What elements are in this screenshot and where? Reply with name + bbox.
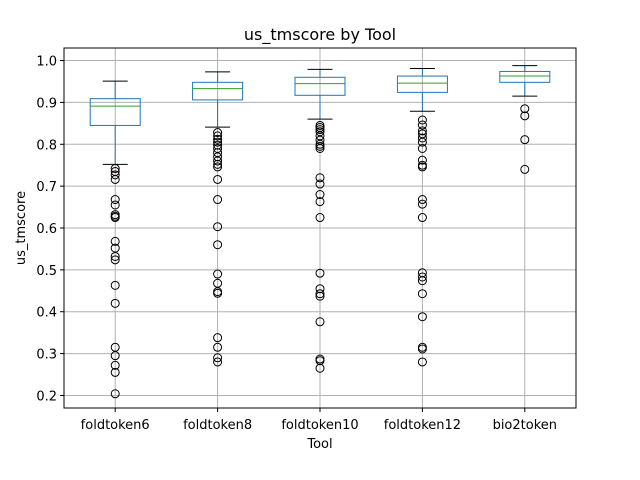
outlier-point [213,131,223,141]
y-tick-label: 0.5 [36,264,57,279]
x-axis-label: Tool [306,437,332,452]
x-tick-label: foldtoken8 [183,418,252,433]
iqr-box [294,76,346,96]
outlier-point [213,269,223,279]
outlier-point [110,213,120,223]
outlier-point [213,174,223,184]
outlier-point [315,139,325,149]
outlier-point [417,199,427,209]
outlier-point [315,143,325,153]
y-tick-label: 0.7 [36,180,57,195]
outlier-point [417,276,427,286]
outlier-point [213,342,223,352]
y-tick-label: 0.2 [36,389,57,404]
outlier-point [110,170,120,180]
outlier-point [315,291,325,301]
outlier-point [110,251,120,261]
outlier-point [213,128,223,138]
y-tick-label: 0.6 [36,222,57,237]
outlier-point [417,289,427,299]
outlier-point [110,367,120,377]
outlier-point [213,195,223,205]
outlier-point [417,126,427,136]
outlier-point [315,141,325,151]
y-tick-label: 1.0 [36,55,57,70]
outlier-point [213,159,223,169]
outlier-point [110,174,120,184]
iqr-box [192,81,244,101]
outlier-point [417,115,427,125]
outlier-point [213,357,223,367]
outlier-point [315,197,325,207]
outlier-point [315,268,325,278]
outlier-point [417,120,427,130]
outlier-point [110,298,120,308]
outlier-point [110,195,120,205]
outlier-point [110,200,120,210]
outlier-point [315,179,325,189]
y-tick-label: 0.3 [36,348,57,363]
outlier-point [213,134,223,144]
outlier-point [417,155,427,165]
outlier-point [417,344,427,354]
outlier-point [417,312,427,322]
x-tick-label: bio2token [493,418,557,433]
outlier-point [110,255,120,265]
box-foldtoken12 [396,68,448,367]
iqr-box [499,70,551,83]
x-tick-label: foldtoken10 [281,418,358,433]
outlier-point [213,333,223,343]
outlier-point [520,104,530,114]
outlier-point [417,133,427,143]
outlier-point [110,280,120,290]
box-foldtoken10 [294,68,346,373]
outlier-point [520,164,530,174]
y-tick-label: 0.8 [36,138,57,153]
y-axis-label: us_tmscore [14,191,29,265]
outlier-point [315,363,325,373]
outlier-point [417,357,427,367]
outlier-point [417,213,427,223]
outlier-point [213,222,223,232]
outlier-point [417,137,427,147]
chart-title: us_tmscore by Tool [244,25,396,45]
outlier-point [213,137,223,147]
outlier-point [110,360,120,370]
tick-layer: 0.2 0.3 0.4 0.5 0.6 0.7 0.8 0.9 1.0 foldtoken6 fol… [36,55,557,433]
outlier-point [417,143,427,153]
outlier-point [315,317,325,327]
outlier-point [110,236,120,246]
iqr-box [89,98,141,126]
x-tick-label: foldtoken12 [384,418,461,433]
outlier-point [213,162,223,172]
y-tick-label: 0.4 [36,306,57,321]
x-tick-label: foldtoken6 [81,418,150,433]
outlier-point [315,120,325,130]
outlier-point [213,240,223,250]
box-layer [89,65,551,399]
outlier-point [417,272,427,282]
outlier-point [315,173,325,183]
outlier-point [213,156,223,166]
outlier-point [213,288,223,298]
outlier-point [520,135,530,145]
box-foldtoken8 [192,71,244,367]
box-foldtoken6 [89,80,141,399]
outlier-point [110,389,120,399]
y-tick-label: 0.9 [36,96,57,111]
outlier-point [213,353,223,363]
outlier-point [315,125,325,135]
outlier-point [520,111,530,121]
outlier-point [417,162,427,172]
outlier-point [110,351,120,361]
outlier-point [315,213,325,223]
box-bio2token [499,65,551,174]
outlier-point [315,289,325,299]
iqr-box [396,75,448,93]
outlier-point [315,190,325,200]
outlier-point [110,164,120,174]
outlier-point [417,195,427,205]
grid-layer [64,48,576,408]
